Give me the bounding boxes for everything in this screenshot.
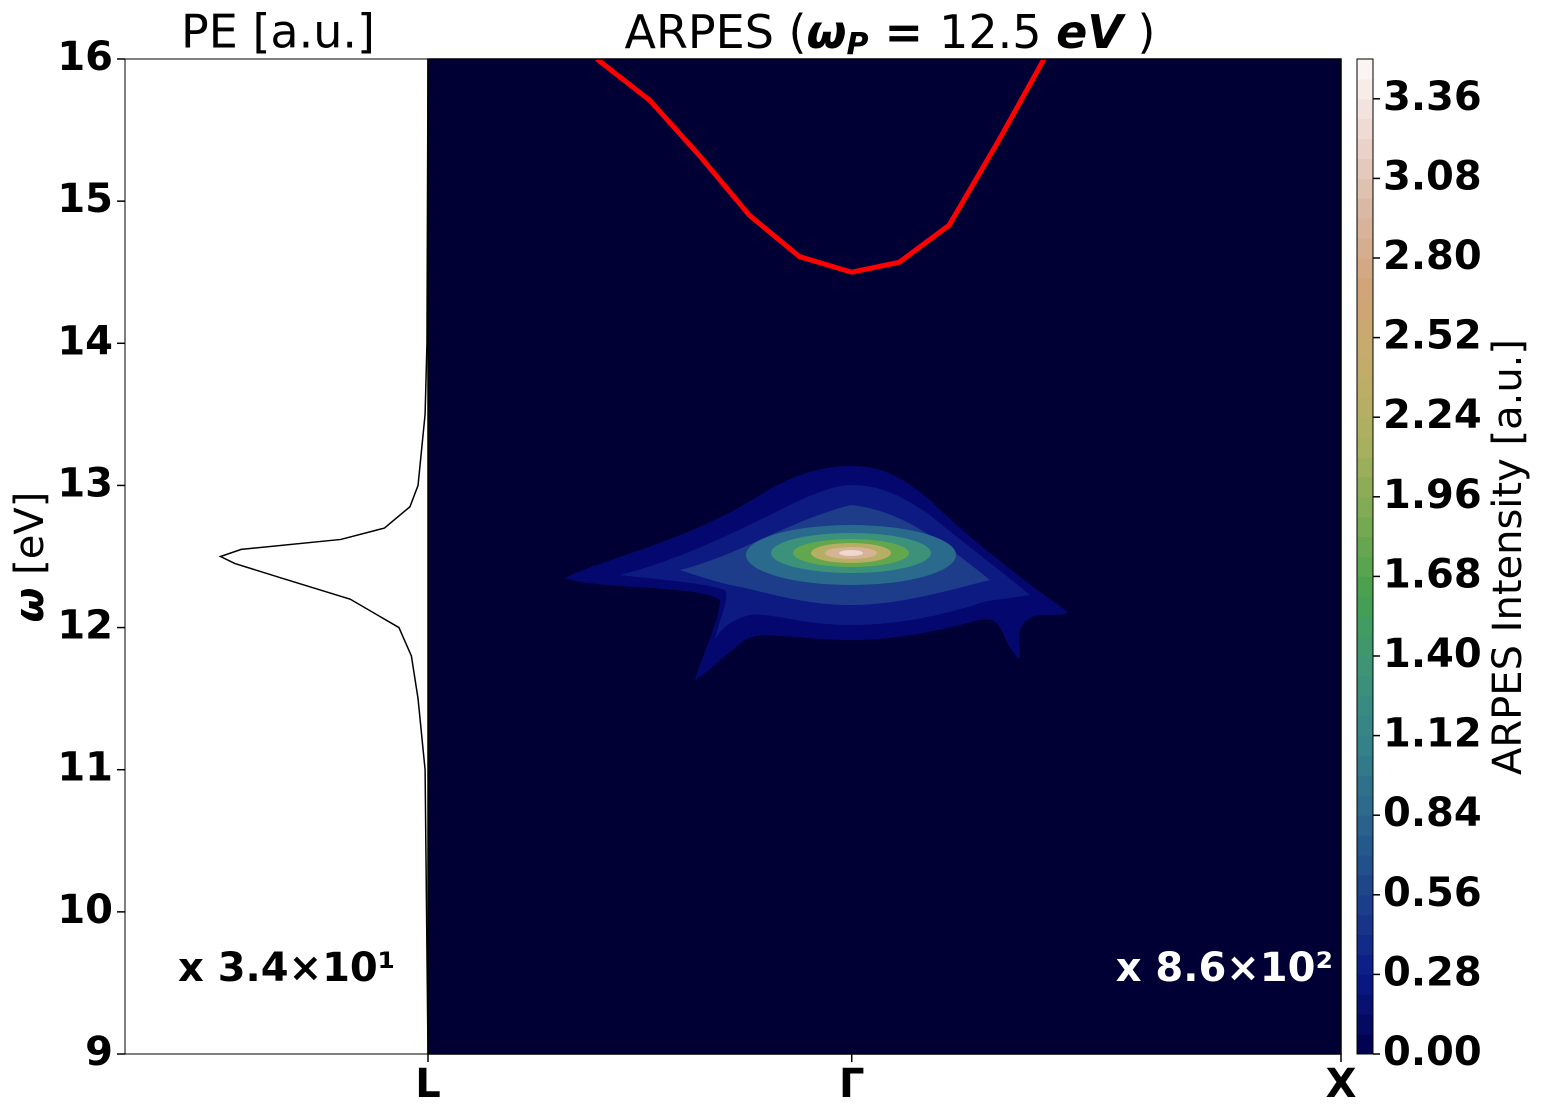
title-part: P [846,27,868,62]
colorbar-band [1357,457,1373,478]
intensity-contour [565,466,1068,680]
colorbar-tick-label: 0.56 [1383,870,1482,916]
contour-level [839,550,863,556]
colorbar-band [1357,476,1373,498]
title-part: ω [807,5,847,59]
series-line [595,59,1047,275]
colorbar-band [1357,874,1373,896]
x-tick-label: L [415,1061,441,1107]
colorbar-band [1357,78,1373,100]
colorbar-band [1357,675,1373,697]
colorbar-band [1357,317,1373,339]
colorbar-band [1357,576,1373,597]
y-tick-label: 11 [57,745,113,791]
pe-frame [124,58,429,1055]
x-tick-label: Γ [839,1061,865,1107]
colorbar-band [1357,855,1373,876]
title-part: ARPES ( [624,5,806,59]
title-part: ) [1123,5,1156,59]
colorbar-band [1357,775,1373,796]
label-part: [eV] [7,492,53,588]
arpes-title: ARPES (ωP = 12.5 eV ) [624,5,1155,62]
colorbar-band [1357,377,1373,398]
colorbar-band [1357,238,1373,259]
colorbar-band [1357,258,1373,279]
y-tick-label: 9 [85,1029,113,1075]
y-axis-label: ω [eV] [7,492,53,623]
y-tick-label: 15 [57,176,113,222]
colorbar-tick-label: 0.28 [1383,949,1482,995]
colorbar-band [1357,437,1373,458]
colorbar-band [1357,397,1373,418]
pe-title: PE [a.u.] [181,5,375,59]
colorbar-band [1357,636,1373,657]
colorbar-band [1357,516,1373,538]
colorbar-band [1357,994,1373,1015]
colorbar-band [1357,835,1373,856]
colorbar-tick-label: 1.68 [1383,551,1482,597]
colorbar-band [1357,934,1373,955]
colorbar-band [1357,616,1373,637]
arpes-frame [427,58,1342,1055]
colorbar-band [1357,198,1373,219]
arpes-scale-annotation: x 8.6×10² [1116,945,1333,991]
colorbar-band [1357,337,1373,358]
colorbar-band [1357,178,1373,199]
colorbar-band [1357,894,1373,916]
colorbar-band [1357,118,1373,140]
series-line [218,58,429,1055]
y-tick-label: 10 [57,887,113,933]
colorbar-band [1357,218,1373,239]
colorbar-band [1357,715,1373,737]
colorbar-band [1357,974,1373,995]
colorbar-frame [1356,58,1374,1055]
colorbar-band [1357,277,1373,299]
y-tick-label: 12 [57,603,113,649]
pe-scale-annotation: x 3.4×10¹ [178,945,395,991]
colorbar-tick-label: 3.36 [1383,74,1482,120]
colorbar-band [1357,755,1373,776]
title-part: = [868,5,939,59]
colorbar-tick-label: 1.96 [1383,472,1482,518]
colorbar-band [1357,158,1373,179]
y-tick-label: 16 [57,34,113,80]
colorbar-band [1357,735,1373,756]
colorbar-band [1357,596,1373,617]
colorbar-tick-label: 3.08 [1383,153,1482,199]
colorbar-band [1357,536,1373,557]
colorbar-band [1357,795,1373,816]
colorbar-tick-label: 2.80 [1383,233,1482,279]
colorbar-band [1357,815,1373,836]
x-tick-label: X [1326,1061,1357,1107]
y-tick-label: 14 [57,318,113,364]
colorbar-band [1357,297,1373,319]
colorbar-band [1357,417,1373,438]
colorbar-band [1357,496,1373,518]
colorbar-band [1357,59,1373,80]
colorbar-tick-label: 2.24 [1383,392,1482,438]
colorbar-tick-label: 1.40 [1383,631,1482,677]
label-part: ω [7,588,53,623]
title-part: 12.5 [939,5,1056,59]
colorbar-band [1357,98,1373,120]
colorbar-band [1357,357,1373,378]
colorbar-tick-label: 1.12 [1383,711,1482,757]
colorbar-tick-label: 2.52 [1383,313,1482,359]
colorbar-tick-label: 0.00 [1383,1029,1482,1075]
y-tick-label: 13 [57,460,113,506]
colorbar-band [1357,1034,1373,1055]
colorbar-band [1357,556,1373,577]
colorbar-band [1357,138,1373,159]
colorbar-band [1357,954,1373,975]
colorbar-tick-label: 0.84 [1383,790,1482,836]
colorbar-band [1357,914,1373,936]
colorbar-label: ARPES Intensity [a.u.] [1485,339,1531,775]
colorbar-band [1357,1014,1373,1035]
colorbar-band [1357,656,1373,677]
title-part: eV [1056,5,1126,59]
colorbar-band [1357,695,1373,717]
